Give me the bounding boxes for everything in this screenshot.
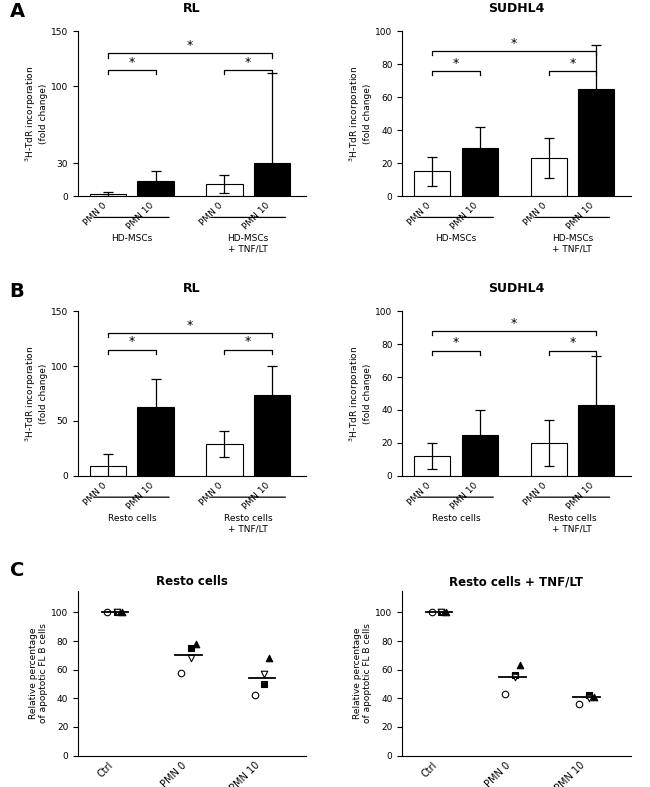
Y-axis label: Relative percentage
of apoptotic FL B cells: Relative percentage of apoptotic FL B ce… bbox=[353, 623, 372, 723]
Text: Resto cells
+ TNF/LT: Resto cells + TNF/LT bbox=[224, 514, 272, 533]
Text: *: * bbox=[187, 319, 193, 332]
Point bbox=[250, 689, 260, 702]
Title: RL: RL bbox=[183, 282, 201, 295]
Bar bbox=[530, 158, 567, 196]
Text: HD-MSCs: HD-MSCs bbox=[436, 234, 476, 243]
Bar bbox=[578, 405, 614, 476]
Title: SUDHL4: SUDHL4 bbox=[488, 2, 545, 15]
Bar bbox=[462, 434, 498, 476]
Text: HD-MSCs: HD-MSCs bbox=[111, 234, 153, 243]
Bar bbox=[90, 466, 126, 476]
Point bbox=[441, 606, 452, 619]
Text: C: C bbox=[10, 561, 24, 580]
Point bbox=[583, 692, 593, 704]
Text: *: * bbox=[453, 337, 459, 349]
Point bbox=[112, 606, 122, 619]
Bar bbox=[206, 444, 242, 476]
Text: B: B bbox=[10, 282, 24, 301]
Point bbox=[574, 698, 584, 711]
Point bbox=[190, 637, 201, 650]
Y-axis label: $^3$H-TdR incorporation
(fold change): $^3$H-TdR incorporation (fold change) bbox=[23, 345, 48, 442]
Text: *: * bbox=[129, 56, 135, 68]
Title: Resto cells: Resto cells bbox=[156, 575, 228, 589]
Point bbox=[515, 659, 525, 671]
Point bbox=[176, 667, 187, 679]
Point bbox=[102, 606, 112, 619]
Title: RL: RL bbox=[183, 2, 201, 15]
Point bbox=[259, 667, 270, 680]
Bar bbox=[414, 172, 450, 196]
Bar bbox=[90, 194, 126, 196]
Point bbox=[436, 606, 447, 619]
Text: *: * bbox=[511, 37, 517, 50]
Bar bbox=[414, 456, 450, 476]
Bar bbox=[578, 89, 614, 196]
Point bbox=[500, 688, 510, 700]
Y-axis label: Relative percentage
of apoptotic FL B cells: Relative percentage of apoptotic FL B ce… bbox=[29, 623, 48, 723]
Point bbox=[259, 678, 270, 690]
Point bbox=[426, 606, 437, 619]
Bar bbox=[137, 181, 174, 196]
Y-axis label: $^3$H-TdR incorporation
(fold change): $^3$H-TdR incorporation (fold change) bbox=[348, 66, 372, 162]
Point bbox=[185, 642, 196, 655]
Point bbox=[265, 652, 275, 664]
Title: Resto cells + TNF/LT: Resto cells + TNF/LT bbox=[449, 575, 583, 589]
Bar bbox=[462, 148, 498, 196]
Text: *: * bbox=[511, 316, 517, 330]
Text: *: * bbox=[569, 57, 575, 70]
Y-axis label: $^3$H-TdR incorporation
(fold change): $^3$H-TdR incorporation (fold change) bbox=[23, 66, 48, 162]
Bar bbox=[206, 184, 242, 196]
Text: *: * bbox=[129, 335, 135, 349]
Text: *: * bbox=[245, 335, 252, 349]
Bar bbox=[254, 163, 290, 196]
Bar bbox=[137, 407, 174, 476]
Point bbox=[510, 671, 520, 683]
Point bbox=[436, 606, 447, 619]
Text: *: * bbox=[245, 56, 252, 68]
Point bbox=[117, 606, 127, 619]
Text: *: * bbox=[187, 39, 193, 52]
Text: Resto cells
+ TNF/LT: Resto cells + TNF/LT bbox=[548, 514, 597, 533]
Bar bbox=[530, 443, 567, 476]
Text: *: * bbox=[453, 57, 459, 70]
Text: HD-MSCs
+ TNF/LT: HD-MSCs + TNF/LT bbox=[552, 234, 593, 253]
Point bbox=[583, 689, 593, 702]
Text: *: * bbox=[569, 337, 575, 349]
Text: A: A bbox=[10, 2, 25, 21]
Point bbox=[588, 690, 599, 703]
Bar bbox=[254, 394, 290, 476]
Title: SUDHL4: SUDHL4 bbox=[488, 282, 545, 295]
Text: Resto cells: Resto cells bbox=[432, 514, 480, 523]
Point bbox=[510, 669, 520, 682]
Text: Resto cells: Resto cells bbox=[107, 514, 156, 523]
Point bbox=[112, 606, 122, 619]
Y-axis label: $^3$H-TdR incorporation
(fold change): $^3$H-TdR incorporation (fold change) bbox=[348, 345, 372, 442]
Text: HD-MSCs
+ TNF/LT: HD-MSCs + TNF/LT bbox=[227, 234, 269, 253]
Point bbox=[185, 652, 196, 664]
